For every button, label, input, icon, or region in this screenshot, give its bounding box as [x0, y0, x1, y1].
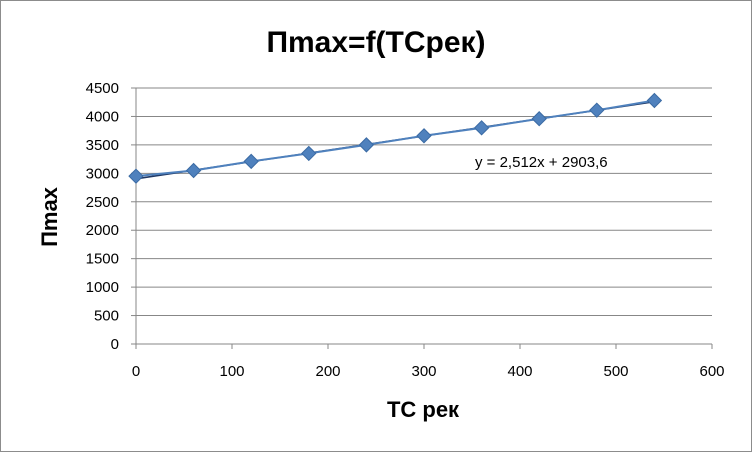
data-point-4 [358, 137, 375, 153]
x-tick-label: 400 [507, 363, 532, 380]
series-line [135, 99, 655, 178]
series-connector [135, 99, 655, 178]
data-points [128, 92, 663, 184]
y-tick-label: 4000 [86, 108, 119, 125]
y-tick-label: 2500 [86, 194, 119, 211]
data-point-1 [185, 162, 202, 179]
data-point-5 [416, 128, 432, 144]
x-tick-label: 0 [132, 363, 140, 380]
data-point-9 [646, 92, 663, 109]
x-tick-label: 300 [411, 363, 436, 380]
y-tick-label: 0 [111, 336, 119, 353]
x-tick-label: 600 [699, 363, 724, 380]
y-axis-title: Пmax [37, 186, 62, 247]
y-tick-label: 1500 [86, 251, 119, 268]
y-tick-label: 1000 [86, 279, 119, 296]
data-point-8 [589, 102, 605, 118]
y-tick-labels: 0 500 1000 1500 2000 2500 3000 3500 4000 4500 [86, 80, 119, 353]
x-tick-label: 100 [219, 363, 244, 380]
y-tick-label: 500 [94, 308, 119, 325]
x-tick-label: 500 [603, 363, 628, 380]
chart-title: Пmax=f(TCрек) [266, 26, 485, 59]
data-point-2 [243, 153, 259, 170]
y-tick-label: 2000 [86, 222, 119, 239]
y-tick-label: 3500 [86, 137, 119, 154]
data-point-7 [531, 111, 547, 127]
axes [131, 88, 713, 349]
x-tick-label: 200 [315, 363, 340, 380]
y-tick-label: 3000 [86, 165, 119, 182]
trendline-equation: y = 2,512x + 2903,6 [475, 154, 608, 171]
gridlines [131, 87, 712, 345]
x-axis-title: TC рек [387, 397, 460, 422]
y-tick-label: 4500 [86, 80, 119, 97]
data-point-3 [301, 145, 317, 162]
data-point-0 [128, 168, 144, 184]
x-tick-labels: 0 100 200 300 400 500 600 [132, 363, 725, 380]
data-point-6 [473, 120, 490, 136]
